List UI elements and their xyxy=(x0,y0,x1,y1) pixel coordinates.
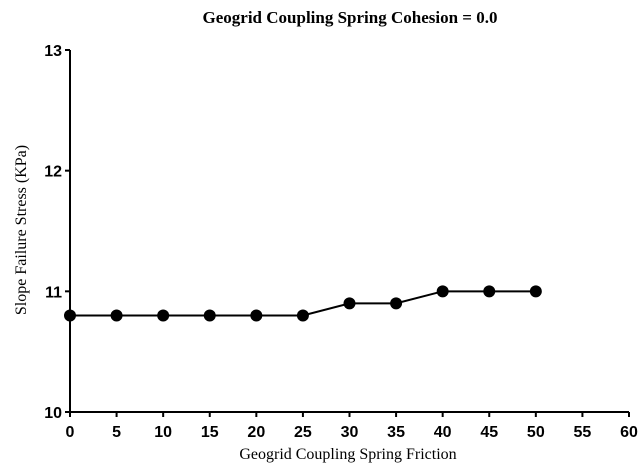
series-layer xyxy=(64,285,542,322)
data-point xyxy=(110,309,123,322)
data-point xyxy=(296,309,309,322)
x-tick-label: 15 xyxy=(201,424,219,441)
x-tick-label: 55 xyxy=(574,424,592,441)
data-point xyxy=(343,297,356,310)
x-tick-label: 40 xyxy=(434,424,452,441)
y-axis-ticks: 10 11 12 13 xyxy=(44,43,70,422)
y-tick-label: 11 xyxy=(45,284,62,301)
x-tick-label: 5 xyxy=(112,424,121,441)
data-point xyxy=(390,297,403,310)
x-tick-label: 0 xyxy=(66,424,75,441)
x-tick-label: 30 xyxy=(341,424,359,441)
x-tick-label: 50 xyxy=(527,424,545,441)
axes xyxy=(69,50,629,413)
x-tick-label: 45 xyxy=(480,424,498,441)
y-axis-label: Slope Failure Stress (KPa) xyxy=(13,145,30,315)
y-tick-label: 13 xyxy=(44,43,62,60)
data-point xyxy=(250,309,263,322)
y-tick-label: 10 xyxy=(44,405,62,422)
x-axis-label: Geogrid Coupling Spring Friction xyxy=(239,446,456,463)
data-point xyxy=(529,285,542,298)
chart-title: Geogrid Coupling Spring Cohesion = 0.0 xyxy=(203,8,498,27)
y-tick-label: 12 xyxy=(44,164,62,181)
x-tick-label: 25 xyxy=(294,424,312,441)
data-point xyxy=(64,309,76,322)
data-point xyxy=(157,309,170,322)
x-tick-label: 10 xyxy=(154,424,172,441)
x-tick-label: 60 xyxy=(620,424,638,441)
data-point xyxy=(483,285,496,298)
data-point xyxy=(203,309,216,322)
x-tick-label: 20 xyxy=(247,424,265,441)
data-point xyxy=(436,285,449,298)
x-axis-ticks: 0 5 10 15 20 25 30 35 40 45 50 55 60 xyxy=(66,412,638,441)
x-tick-label: 35 xyxy=(387,424,405,441)
